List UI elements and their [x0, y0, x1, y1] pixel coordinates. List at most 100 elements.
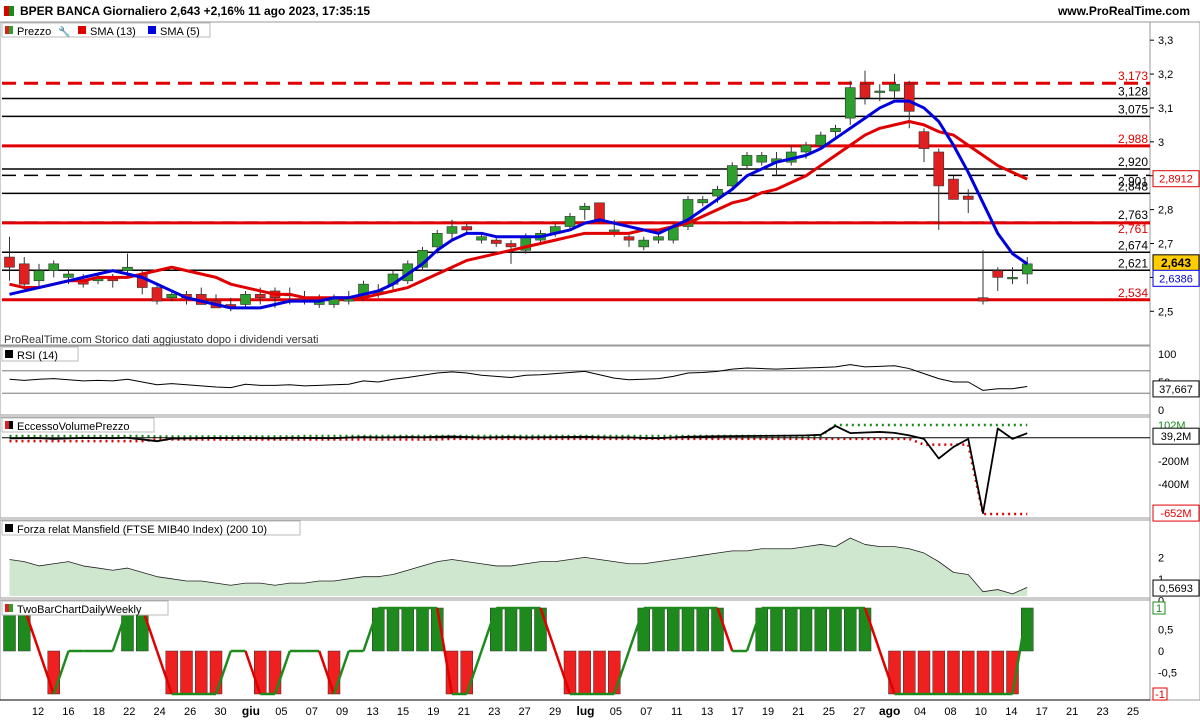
- x-tick-label: 04: [914, 706, 926, 718]
- mansfield-line: [9, 537, 1028, 595]
- volume-lower-box: [1152, 504, 1200, 522]
- candle-body[interactable]: [844, 87, 856, 119]
- twobar-line-segment: [318, 650, 336, 695]
- price-y-tick-label: 3,2: [1158, 69, 1173, 81]
- candle-body[interactable]: [756, 155, 768, 163]
- candle-body[interactable]: [18, 263, 30, 285]
- candle-body[interactable]: [859, 83, 871, 99]
- candle-body[interactable]: [962, 195, 974, 200]
- instrument-flag-icon: [4, 6, 14, 16]
- candle-body[interactable]: [151, 287, 163, 302]
- candle-body[interactable]: [741, 155, 753, 166]
- candle-body[interactable]: [1021, 263, 1033, 275]
- candle-body[interactable]: [874, 90, 886, 93]
- level-label: 2,901: [1118, 174, 1148, 188]
- candle-body[interactable]: [4, 256, 15, 268]
- twobar-line-segment: [465, 650, 483, 695]
- candle-body[interactable]: [726, 165, 738, 187]
- candle-body[interactable]: [992, 270, 1004, 278]
- x-tick-label: 27: [853, 706, 865, 718]
- candle-body[interactable]: [712, 188, 723, 197]
- candle-body[interactable]: [948, 178, 959, 200]
- twobar-bar: [829, 607, 842, 652]
- twobar-line-segment: [863, 607, 881, 652]
- candle-body[interactable]: [594, 202, 605, 221]
- twobar-line-segment: [273, 650, 291, 695]
- twobar-legend-box: [1, 600, 169, 616]
- candle-body[interactable]: [166, 294, 178, 299]
- x-tick-label: 21: [458, 706, 470, 718]
- twobar-bottom-value: -1: [1155, 689, 1165, 701]
- x-tick-label: 16: [62, 706, 74, 718]
- sma13-value-label: 2,8912: [1159, 174, 1193, 186]
- twobar-bar: [947, 650, 960, 695]
- candle-body[interactable]: [254, 294, 266, 299]
- mansfield-value-label: 0,5693: [1159, 583, 1193, 595]
- twobar-bar: [578, 650, 591, 695]
- twobar-legend-swatch: [9, 604, 13, 612]
- candle-body[interactable]: [240, 294, 251, 305]
- x-tick-label: 17: [731, 706, 743, 718]
- twobar-bar: [858, 607, 872, 652]
- candle-body[interactable]: [431, 233, 443, 248]
- rsi-y-tick-label: 0: [1158, 405, 1164, 417]
- twobar-bar: [47, 650, 60, 695]
- candle-body[interactable]: [682, 199, 694, 227]
- twobar-line-segment: [480, 607, 498, 652]
- twobar-bottom-box: [1152, 687, 1168, 701]
- candle-body[interactable]: [579, 205, 591, 210]
- x-tick-label: 25: [823, 706, 835, 718]
- candle-body[interactable]: [638, 239, 650, 248]
- twobar-line-segment: [362, 607, 380, 652]
- candle-body[interactable]: [815, 134, 827, 146]
- mansfield-value-box: [1152, 579, 1200, 597]
- candle-body[interactable]: [564, 216, 576, 227]
- candle-body[interactable]: [461, 226, 473, 231]
- x-tick-label: 23: [1096, 706, 1108, 718]
- price-y-tick-label: 2,5: [1158, 306, 1173, 318]
- candle-body[interactable]: [830, 127, 841, 132]
- x-tick-label: 08: [944, 706, 956, 718]
- candle-body[interactable]: [697, 199, 709, 204]
- candle-body[interactable]: [933, 151, 945, 187]
- x-tick-label: 11: [671, 706, 682, 718]
- candle-body[interactable]: [977, 297, 989, 302]
- candle-body[interactable]: [653, 236, 664, 241]
- volume-y-tick-label: -200M: [1158, 456, 1189, 468]
- candle-body[interactable]: [48, 263, 60, 271]
- twobar-bar: [962, 650, 975, 695]
- wrench-icon: 🔧: [58, 25, 70, 38]
- candle-body[interactable]: [623, 236, 635, 241]
- twobar-bar: [932, 650, 945, 695]
- mansfield-y-tick-label: 0: [1158, 595, 1164, 607]
- candle-body[interactable]: [476, 236, 487, 241]
- candle-body[interactable]: [889, 83, 900, 92]
- candle-body[interactable]: [1007, 277, 1018, 280]
- twobar-line-segment: [37, 650, 55, 695]
- candle-body[interactable]: [63, 273, 74, 278]
- candle-body[interactable]: [918, 131, 930, 149]
- twobar-bar: [770, 607, 783, 652]
- x-tick-label: 10: [975, 706, 987, 718]
- volume-legend-swatch: [9, 421, 13, 429]
- x-tick-label: 09: [336, 706, 348, 718]
- candle-body[interactable]: [608, 229, 620, 232]
- twobar-bar: [372, 607, 385, 652]
- candle-body[interactable]: [122, 266, 133, 271]
- x-tick-label: 13: [366, 706, 378, 718]
- candle-body[interactable]: [446, 226, 458, 234]
- candle-body[interactable]: [903, 83, 915, 112]
- candle-body[interactable]: [490, 239, 502, 244]
- sma13-legend-label: SMA (13): [90, 26, 136, 38]
- site-link[interactable]: www.ProRealTime.com: [1057, 4, 1190, 18]
- candle-body[interactable]: [800, 144, 812, 153]
- title-bar: BPER BANCA Giornaliero 2,643 +2,16% 11 a…: [0, 0, 1200, 23]
- candle-body[interactable]: [33, 270, 45, 282]
- twobar-y-tick-label: 0,5: [1158, 625, 1173, 637]
- twobar-line-segment: [613, 650, 631, 695]
- candle-body[interactable]: [505, 243, 517, 248]
- twobar-bar: [209, 650, 223, 695]
- twobar-legend-label: TwoBarChartDailyWeekly: [17, 604, 142, 616]
- price-y-tick-label: 2,7: [1158, 239, 1173, 251]
